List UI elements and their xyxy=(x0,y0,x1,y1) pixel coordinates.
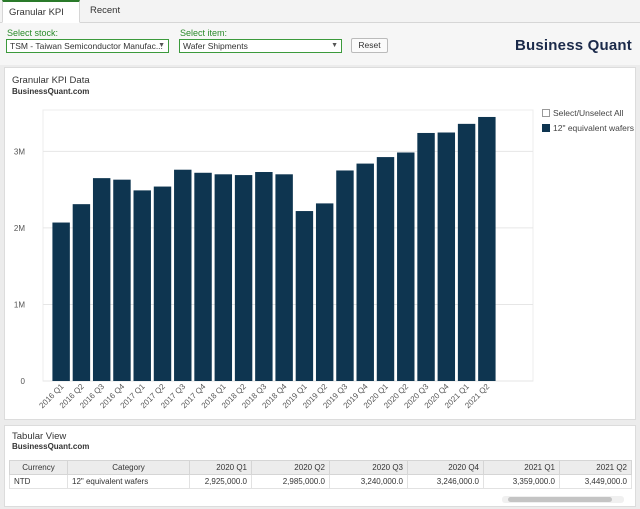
bar xyxy=(113,179,131,381)
stock-select-value: TSM - Taiwan Semiconductor Manufac... xyxy=(10,41,163,51)
item-select-value: Wafer Shipments xyxy=(183,41,248,51)
cell-value: 3,246,000.0 xyxy=(407,474,484,489)
bar xyxy=(376,157,395,381)
table-panel: Tabular View BusinessQuant.com Currency … xyxy=(4,425,636,507)
reset-button[interactable]: Reset xyxy=(351,38,388,53)
table-title: Tabular View xyxy=(12,431,67,442)
bar xyxy=(336,170,354,381)
cell-value: 2,925,000.0 xyxy=(189,474,252,489)
legend-series-label: 12" equivalent wafers xyxy=(553,123,634,133)
cell-category: 12" equivalent wafers xyxy=(67,474,190,489)
bar xyxy=(255,172,273,381)
y-tick-label: 0 xyxy=(21,377,26,386)
bar xyxy=(437,132,456,381)
col-header-currency[interactable]: Currency xyxy=(9,460,68,475)
legend-series-item[interactable]: 12" equivalent wafers xyxy=(542,123,634,133)
chevron-down-icon: ▼ xyxy=(158,42,165,49)
bar xyxy=(356,163,374,381)
table-header-row: Currency Category 2020 Q1 2020 Q2 2020 Q… xyxy=(9,460,632,475)
cell-value: 3,449,000.0 xyxy=(559,474,632,489)
cell-value: 3,240,000.0 xyxy=(329,474,408,489)
col-header-period[interactable]: 2020 Q4 xyxy=(407,460,484,475)
y-tick-label: 2M xyxy=(14,224,25,233)
chart-panel: Granular KPI Data BusinessQuant.com 0 1M 2… xyxy=(4,67,636,420)
cell-value: 2,985,000.0 xyxy=(251,474,330,489)
legend-select-all[interactable]: Select/Unselect All xyxy=(542,108,623,118)
col-header-period[interactable]: 2021 Q2 xyxy=(559,460,632,475)
bar xyxy=(52,222,70,381)
col-header-period[interactable]: 2020 Q3 xyxy=(329,460,408,475)
chart-subtitle: BusinessQuant.com xyxy=(12,87,90,96)
scrollbar-thumb[interactable] xyxy=(508,497,612,502)
bar xyxy=(275,174,293,381)
y-tick-label: 1M xyxy=(14,300,25,309)
legend-select-all-label: Select/Unselect All xyxy=(553,108,624,118)
chevron-down-icon: ▼ xyxy=(331,42,338,49)
bar xyxy=(214,174,233,381)
kpi-table: Currency Category 2020 Q1 2020 Q2 2020 Q… xyxy=(9,460,632,489)
y-tick-label: 3M xyxy=(14,147,25,156)
cell-currency: NTD xyxy=(9,474,68,489)
bar xyxy=(457,123,476,382)
bar xyxy=(92,178,111,381)
tab-bar: Granular KPI data Recent Changes xyxy=(0,0,640,40)
controls-bar: Select stock: TSM - Taiwan Semiconductor… xyxy=(0,23,640,65)
bar xyxy=(133,190,151,381)
bar xyxy=(478,116,496,382)
table-row: NTD 12" equivalent wafers 2,925,000.0 2,… xyxy=(9,474,632,489)
business-quant-logo: Business Quant xyxy=(515,37,632,54)
checkbox-checked-icon xyxy=(542,124,550,132)
bar xyxy=(174,169,192,381)
bar xyxy=(153,186,172,381)
col-header-period[interactable]: 2020 Q1 xyxy=(189,460,252,475)
item-select[interactable]: Wafer Shipments ▼ xyxy=(179,39,342,53)
tab-recent-changes[interactable]: Recent Changes xyxy=(90,5,128,38)
bar xyxy=(315,203,334,381)
bar xyxy=(194,172,212,381)
col-header-category[interactable]: Category xyxy=(67,460,190,475)
col-header-period[interactable]: 2021 Q1 xyxy=(483,460,560,475)
chart-title: Granular KPI Data xyxy=(12,75,90,86)
bar xyxy=(234,175,253,381)
bar xyxy=(295,211,314,381)
item-select-label: Select item: xyxy=(180,28,228,38)
tab-granular-kpi-data[interactable]: Granular KPI data xyxy=(2,0,80,40)
bar xyxy=(72,204,91,381)
bar xyxy=(397,152,415,381)
stock-select[interactable]: TSM - Taiwan Semiconductor Manufac... ▼ xyxy=(6,39,169,53)
checkbox-icon xyxy=(542,109,550,117)
col-header-period[interactable]: 2020 Q2 xyxy=(251,460,330,475)
horizontal-scrollbar[interactable] xyxy=(502,496,624,503)
cell-value: 3,359,000.0 xyxy=(483,474,560,489)
table-subtitle: BusinessQuant.com xyxy=(12,442,90,451)
bar xyxy=(417,132,435,381)
stock-select-label: Select stock: xyxy=(7,28,59,38)
